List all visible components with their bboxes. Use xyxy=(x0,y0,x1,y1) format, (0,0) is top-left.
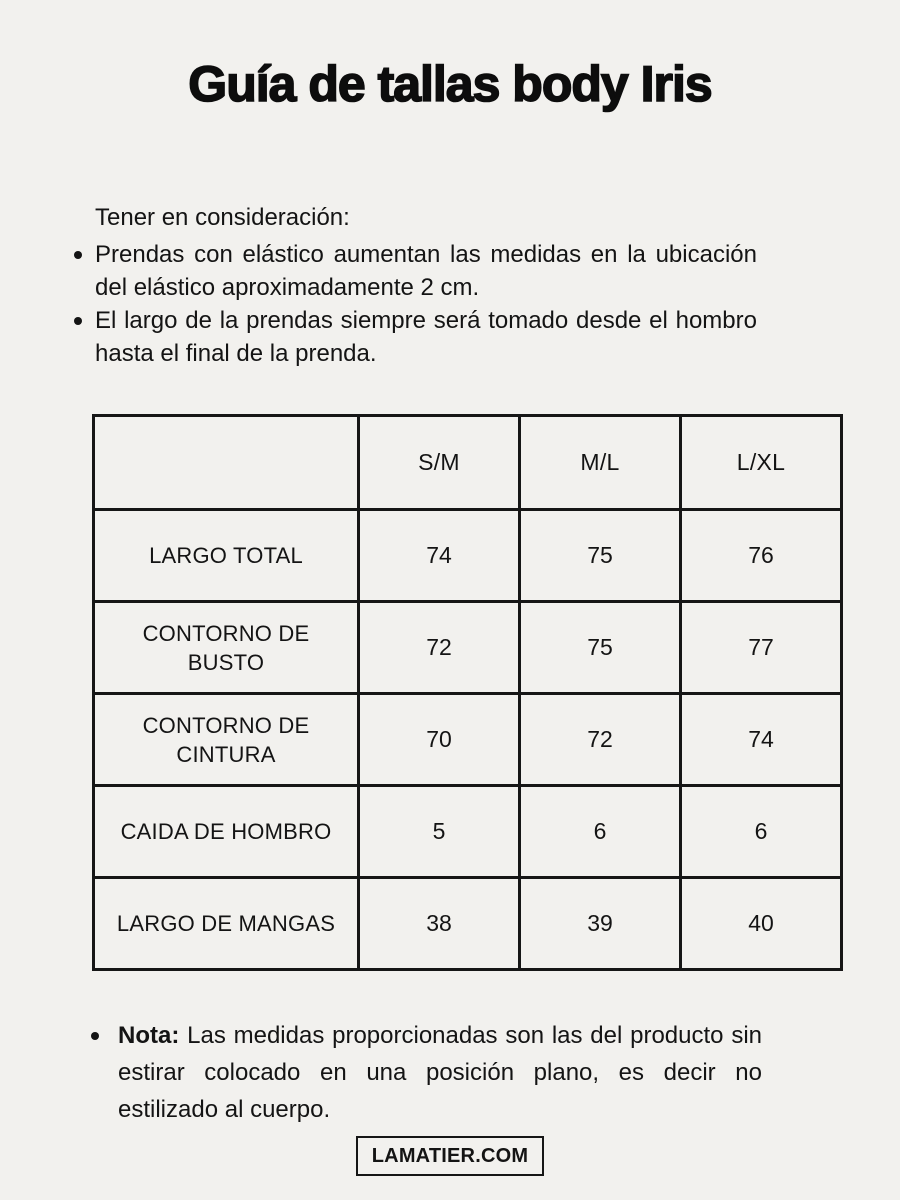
bullet-icon xyxy=(74,317,82,325)
bullet-icon xyxy=(74,251,82,259)
note-label: Nota: xyxy=(118,1022,180,1049)
header-empty-cell xyxy=(92,414,360,511)
note-text: Las medidas proporcionadas son las del p… xyxy=(118,1022,762,1123)
consideration-text: El largo de la prendas siempre será toma… xyxy=(95,307,757,367)
consideration-item: El largo de la prendas siempre será toma… xyxy=(74,304,757,370)
bullet-icon xyxy=(91,1032,99,1040)
table-row: CONTORNO DE BUSTO 72 75 77 xyxy=(92,600,843,695)
note-section: Nota: Las medidas proporcionadas son las… xyxy=(91,1017,762,1128)
cell-value: 72 xyxy=(357,600,521,695)
considerations-list: Prendas con elástico aumentan las medida… xyxy=(74,238,757,370)
table-row: LARGO DE MANGAS 38 39 40 xyxy=(92,876,843,971)
brand-badge: LAMATIER.COM xyxy=(355,1136,545,1176)
cell-value: 72 xyxy=(518,692,682,787)
considerations-heading: Tener en consideración: xyxy=(95,204,350,231)
table-row: CAIDA DE HOMBRO 5 6 6 xyxy=(92,784,843,879)
header-cell-lxl: L/XL xyxy=(679,414,843,511)
cell-value: 75 xyxy=(518,508,682,603)
consideration-text: Prendas con elástico aumentan las medida… xyxy=(95,241,757,301)
cell-value: 74 xyxy=(679,692,843,787)
size-table: S/M M/L L/XL LARGO TOTAL 74 75 76 CONTOR… xyxy=(92,414,843,971)
row-label: CONTORNO DE BUSTO xyxy=(92,600,360,695)
table-row: CONTORNO DE CINTURA 70 72 74 xyxy=(92,692,843,787)
header-cell-sm: S/M xyxy=(357,414,521,511)
cell-value: 5 xyxy=(357,784,521,879)
cell-value: 74 xyxy=(357,508,521,603)
cell-value: 70 xyxy=(357,692,521,787)
row-label: CONTORNO DE CINTURA xyxy=(92,692,360,787)
considerations-section: Tener en consideración: Prendas con elás… xyxy=(74,201,757,370)
cell-value: 6 xyxy=(518,784,682,879)
table-header-row: S/M M/L L/XL xyxy=(92,414,843,511)
page-title: Guía de tallas body Iris xyxy=(187,56,713,113)
header-cell-ml: M/L xyxy=(518,414,682,511)
cell-value: 75 xyxy=(518,600,682,695)
footer: LAMATIER.COM xyxy=(0,1136,900,1176)
cell-value: 77 xyxy=(679,600,843,695)
consideration-item: Prendas con elástico aumentan las medida… xyxy=(74,238,757,304)
row-label: CAIDA DE HOMBRO xyxy=(92,784,360,879)
cell-value: 76 xyxy=(679,508,843,603)
row-label: LARGO DE MANGAS xyxy=(92,876,360,971)
row-label: LARGO TOTAL xyxy=(92,508,360,603)
cell-value: 38 xyxy=(357,876,521,971)
cell-value: 6 xyxy=(679,784,843,879)
cell-value: 40 xyxy=(679,876,843,971)
cell-value: 39 xyxy=(518,876,682,971)
table-row: LARGO TOTAL 74 75 76 xyxy=(92,508,843,603)
